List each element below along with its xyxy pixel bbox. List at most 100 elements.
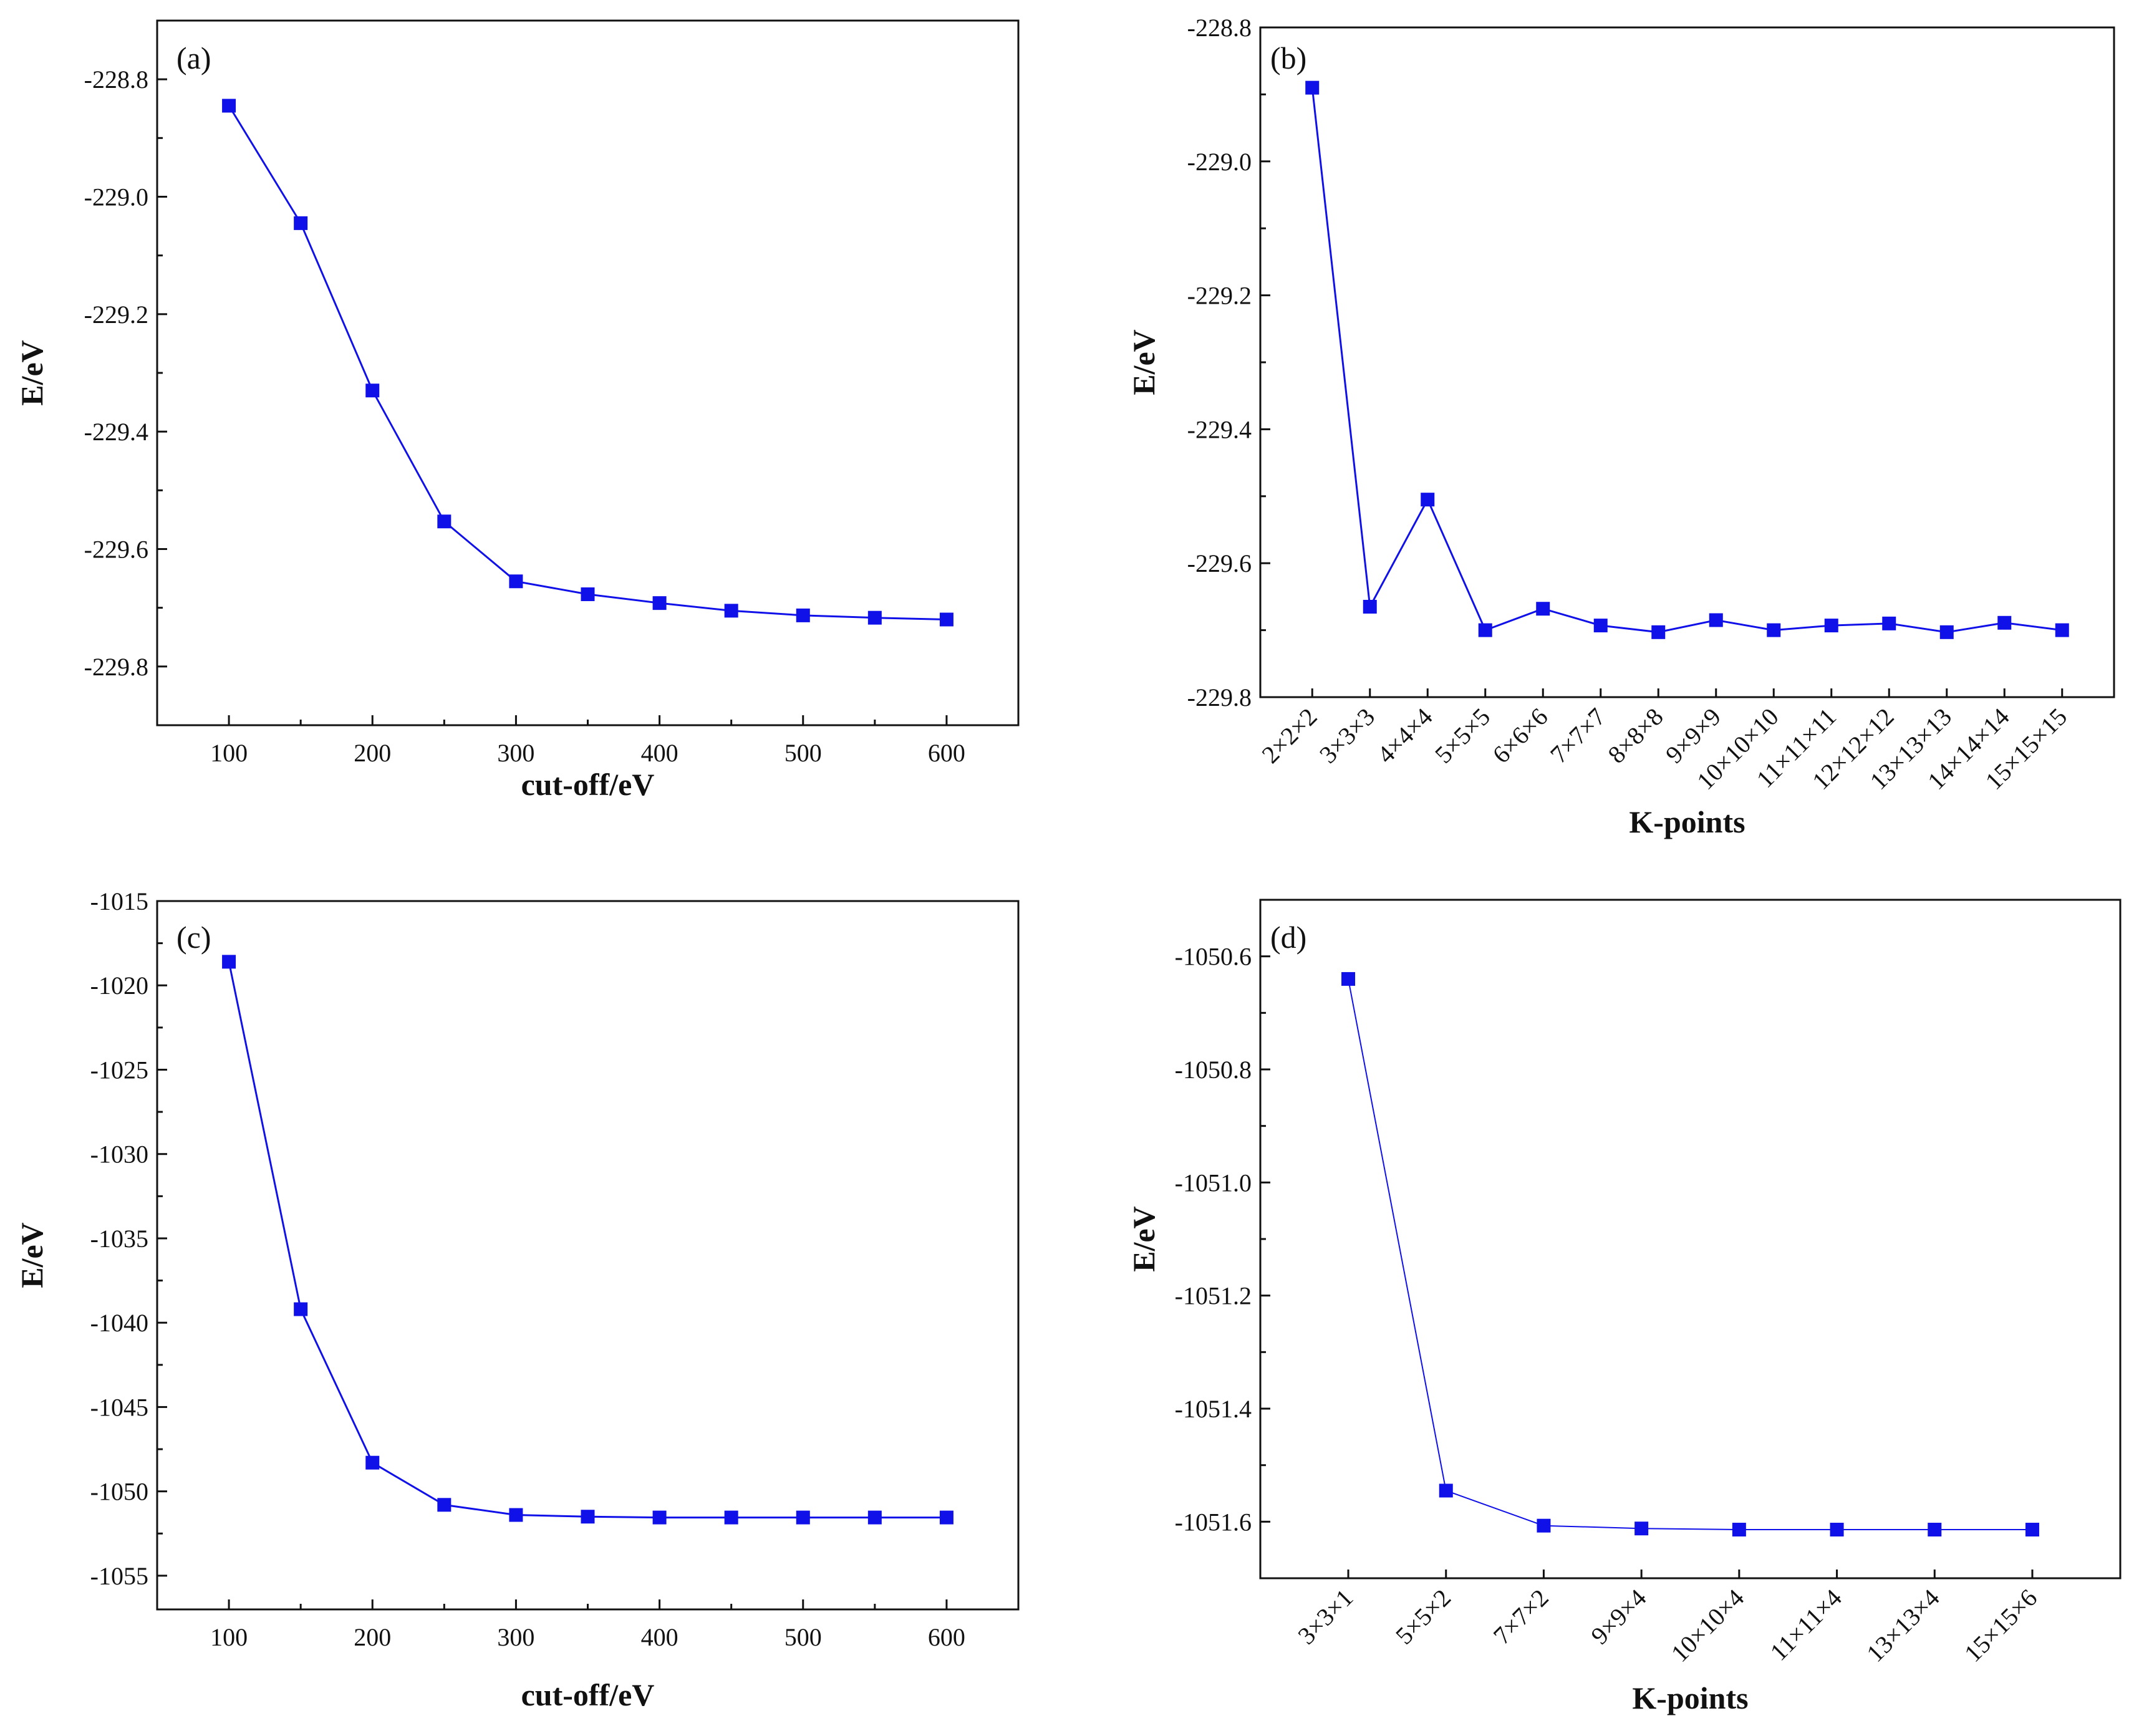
data-point-marker xyxy=(796,608,810,622)
chart-panel-1: -228.8 -229.0 -229.2 -229.4 -229.6 -229.8 100 2… xyxy=(14,19,1020,802)
data-point-marker xyxy=(1305,80,1320,95)
x-tick-label: 100 xyxy=(210,1623,248,1651)
x-tick-label: 5×5×2 xyxy=(1390,1584,1456,1650)
data-point-marker xyxy=(939,612,954,627)
data-point-marker xyxy=(939,1510,954,1525)
series-line xyxy=(228,962,947,1519)
data-point-marker xyxy=(1363,600,1377,614)
data-point-marker xyxy=(1536,602,1550,616)
x-tick-label: 600 xyxy=(928,739,965,767)
chart-panel-3: -1015 -1020 -1025 -1030 -1035 -1040 -1045 -1050… xyxy=(14,887,1020,1712)
x-tick-label: 300 xyxy=(497,739,534,767)
plot-frame xyxy=(156,900,1020,1611)
data-point-marker xyxy=(1478,623,1492,637)
y-tick-label: -229.2 xyxy=(84,301,148,329)
x-axis-title: K-points xyxy=(1629,804,1745,839)
plot-frame xyxy=(156,19,1020,726)
data-point-marker xyxy=(1439,1483,1453,1498)
y-tick-label: -229.8 xyxy=(1187,683,1252,711)
data-point-marker xyxy=(1593,619,1608,633)
x-tick-label: 400 xyxy=(641,739,678,767)
x-tick-label: 200 xyxy=(354,1623,391,1651)
y-tick-label: -229.0 xyxy=(1187,148,1252,176)
data-point-marker xyxy=(724,1510,738,1525)
panel-label: (a) xyxy=(176,41,211,75)
y-tick-label: -1050.8 xyxy=(1175,1056,1252,1084)
y-tick-label: -1051.2 xyxy=(1175,1282,1252,1310)
panel-label: (c) xyxy=(176,920,211,955)
x-tick-label: 100 xyxy=(210,739,248,767)
data-point-marker xyxy=(294,216,308,230)
data-point-marker xyxy=(222,955,236,969)
y-tick-label: -1035 xyxy=(90,1225,148,1253)
data-point-marker xyxy=(1634,1521,1649,1536)
data-point-marker xyxy=(509,1508,523,1522)
y-tick-label: -1045 xyxy=(90,1393,148,1421)
chart-panel-2: -228.8 -229.0 -229.2 -229.4 -229.6 -229.82×2×… xyxy=(1126,14,2115,839)
x-tick-label: 7×7×2 xyxy=(1488,1584,1554,1650)
data-point-marker xyxy=(1997,615,2012,630)
x-tick-label: 8×8×8 xyxy=(1602,703,1668,769)
y-tick-label: -1051.6 xyxy=(1175,1508,1252,1536)
x-axis-title: cut-off/eV xyxy=(521,767,655,802)
data-point-marker xyxy=(867,610,882,625)
x-axis-title: cut-off/eV xyxy=(521,1677,655,1712)
y-tick-label: -1050 xyxy=(90,1478,148,1506)
y-tick-label: -229.4 xyxy=(84,418,148,446)
y-tick-label: -1015 xyxy=(90,887,148,915)
y-tick-label: -228.8 xyxy=(1187,14,1252,42)
panel-label: (b) xyxy=(1270,41,1306,75)
x-tick-label: 7×7×7 xyxy=(1545,703,1611,769)
series-line xyxy=(1311,87,2062,634)
y-tick-label: -229.6 xyxy=(84,536,148,564)
x-tick-label: 300 xyxy=(497,1623,534,1651)
y-tick-label: -228.8 xyxy=(84,65,148,94)
x-tick-label: 5×5×5 xyxy=(1429,703,1495,769)
x-tick-label: 9×9×4 xyxy=(1585,1584,1651,1650)
panel-label: (d) xyxy=(1270,920,1306,955)
x-tick-label: 600 xyxy=(928,1623,965,1651)
x-tick-label: 200 xyxy=(354,739,391,767)
data-point-marker xyxy=(867,1510,882,1525)
y-tick-label: -1030 xyxy=(90,1140,148,1169)
data-point-marker xyxy=(365,1455,380,1470)
y-axis-title: E/eV xyxy=(14,1222,49,1288)
y-tick-label: -1051.0 xyxy=(1175,1169,1252,1197)
y-tick-label: -1050.6 xyxy=(1175,943,1252,971)
y-tick-label: -1055 xyxy=(90,1562,148,1590)
data-point-marker xyxy=(652,1510,667,1525)
plot-frame xyxy=(1259,26,2115,698)
data-point-marker xyxy=(1651,625,1666,639)
data-point-marker xyxy=(365,383,380,398)
x-tick-label: 500 xyxy=(785,739,822,767)
data-point-marker xyxy=(581,587,595,602)
y-tick-label: -229.8 xyxy=(84,653,148,681)
chart-panel-4: -1050.6 -1050.8 -1051.0 -1051.2 -1051.4 -1051… xyxy=(1126,899,2122,1715)
data-point-marker xyxy=(1537,1518,1551,1533)
x-tick-label: 3×3×3 xyxy=(1314,703,1380,769)
data-point-marker xyxy=(2025,1523,2039,1537)
data-point-marker xyxy=(1767,623,1781,637)
x-tick-label: 400 xyxy=(641,1623,678,1651)
x-tick-label: 15×15×6 xyxy=(1959,1584,2042,1667)
x-tick-label: 6×6×6 xyxy=(1487,703,1553,769)
y-axis-title: E/eV xyxy=(1126,329,1161,395)
series-line xyxy=(228,105,947,620)
x-tick-label: 3×3×1 xyxy=(1292,1584,1358,1650)
x-axis-title: K-points xyxy=(1632,1681,1748,1715)
x-tick-label: 4×4×4 xyxy=(1371,703,1437,769)
series-line xyxy=(1348,978,2032,1530)
x-tick-label: 11×11×4 xyxy=(1765,1584,1847,1666)
data-point-marker xyxy=(2055,623,2069,637)
x-tick-label: 10×10×4 xyxy=(1666,1584,1749,1667)
x-tick-label: 13×13×4 xyxy=(1861,1584,1944,1667)
y-axis-title: E/eV xyxy=(1126,1206,1161,1272)
data-point-marker xyxy=(652,596,667,610)
data-point-marker xyxy=(724,604,738,618)
data-point-marker xyxy=(294,1302,308,1316)
y-tick-label: -229.6 xyxy=(1187,549,1252,577)
data-point-marker xyxy=(1421,493,1435,507)
data-point-marker xyxy=(1732,1523,1746,1537)
data-point-marker xyxy=(437,1498,451,1512)
